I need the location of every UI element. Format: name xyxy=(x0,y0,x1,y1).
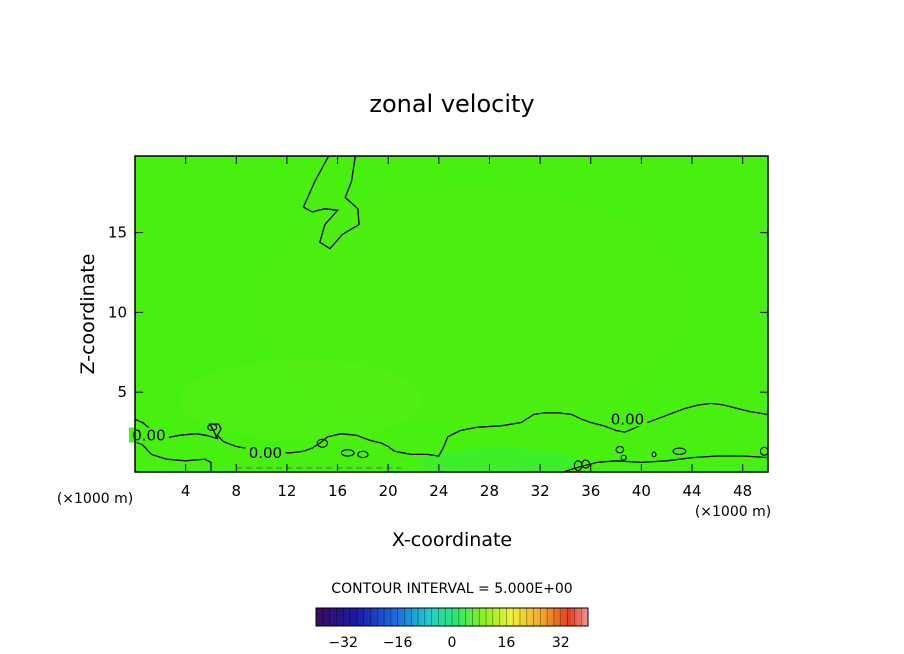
bottom-right-zero-contour xyxy=(565,455,768,472)
colorbar-frame xyxy=(315,607,589,627)
plot-frame xyxy=(134,155,769,473)
small-zero-contour xyxy=(651,451,657,458)
small-zero-contour xyxy=(316,438,328,448)
colorbar-tick-label: −32 xyxy=(328,635,358,651)
x-tick-label: 32 xyxy=(531,482,550,500)
x-tick-label: 12 xyxy=(277,482,296,500)
x-tick-label: 20 xyxy=(379,482,398,500)
x-unit-left: (×1000 m) xyxy=(57,491,133,507)
field-shade-low xyxy=(180,360,420,440)
colorbar-segments xyxy=(315,608,589,626)
x-tick-label: 8 xyxy=(232,482,242,500)
x-unit-right: (×1000 m) xyxy=(695,504,771,520)
x-axis-ticks: 4 8 12 16 20 24 28 32 36 40 44 48 xyxy=(181,156,752,500)
contour-label-bg xyxy=(607,411,648,427)
chart-title: zonal velocity xyxy=(369,90,534,118)
contour-label: 0.00 xyxy=(132,426,165,444)
x-tick-label: 16 xyxy=(328,482,347,500)
x-tick-label: 24 xyxy=(429,482,448,500)
small-zero-contour xyxy=(672,447,687,455)
y-tick-label: 5 xyxy=(117,383,127,401)
field-shade-center xyxy=(250,185,690,425)
colorbar-tick-label: 0 xyxy=(448,635,457,651)
small-zero-contour xyxy=(573,460,583,471)
small-zero-contour xyxy=(357,450,369,459)
small-zero-contour xyxy=(620,454,627,461)
contour-label-bg xyxy=(128,427,169,443)
colorbar: −32 −16 0 16 32 xyxy=(315,607,589,651)
contour-labels: 0.00 0.00 0.00 xyxy=(128,411,648,462)
field-shading xyxy=(180,185,690,472)
x-axis-label: X-coordinate xyxy=(392,529,512,551)
x-tick-label: 48 xyxy=(733,482,752,500)
upper-zero-contour xyxy=(302,156,360,250)
bottom-zero-contour xyxy=(135,441,212,472)
x-tick-label: 44 xyxy=(682,482,701,500)
colorbar-tick-label: 16 xyxy=(497,635,515,651)
small-zero-contour xyxy=(615,445,625,454)
x-tick-label: 28 xyxy=(480,482,499,500)
y-tick-label: 15 xyxy=(108,224,127,242)
small-zero-contour xyxy=(340,449,355,457)
contour-label: 0.00 xyxy=(249,444,282,462)
plot-area: 0.000.000.00 4 8 12 16 20 24 28 32 36 40 44 48 5101… xyxy=(108,155,769,500)
colorbar-tick-label: −16 xyxy=(383,635,413,651)
colorbar-tick-label: 32 xyxy=(552,635,570,651)
colorbar-ticks: −32 −16 0 16 32 xyxy=(328,635,569,651)
y-axis-label: Z-coordinate xyxy=(77,254,99,375)
contour-label: 0.00 xyxy=(611,411,644,429)
contour-interval-label: CONTOUR INTERVAL = 5.000E+00 xyxy=(331,581,572,597)
x-tick-label: 40 xyxy=(632,482,651,500)
small-zero-contour xyxy=(207,423,218,432)
y-axis-ticks: 5 10 15 xyxy=(108,224,768,401)
x-tick-label: 36 xyxy=(581,482,600,500)
small-zero-contour xyxy=(759,446,768,456)
x-tick-label: 4 xyxy=(181,482,191,500)
y-tick-label: 10 xyxy=(108,303,127,321)
contour-label-bg xyxy=(245,445,286,461)
